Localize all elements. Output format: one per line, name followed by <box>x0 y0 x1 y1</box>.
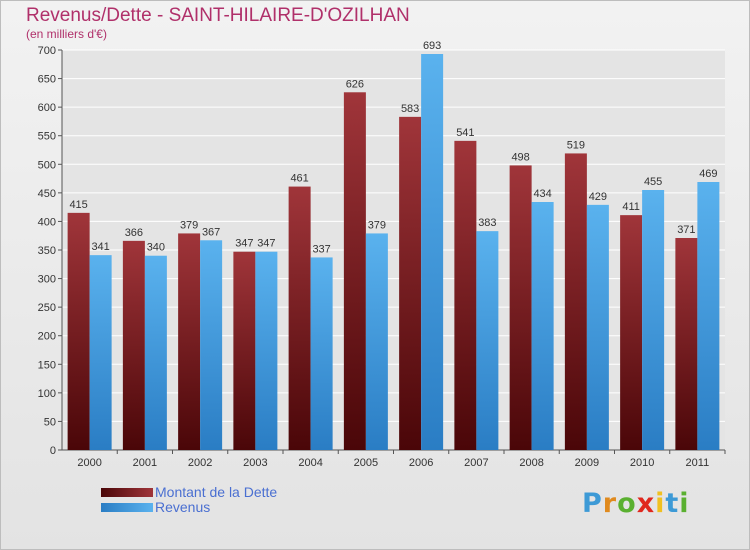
bar-revenue-2004 <box>310 257 333 450</box>
bar-debt-2003 <box>233 251 256 450</box>
bar-revenue-2000 <box>89 255 112 450</box>
logo-letter: t <box>665 488 680 519</box>
bar-debt-2005 <box>343 92 366 451</box>
y-tick-label: 550 <box>38 131 56 143</box>
x-tick-label: 2008 <box>519 457 543 469</box>
logo-letter: i <box>679 488 690 519</box>
x-tick-label: 2006 <box>409 457 433 469</box>
bar-debt-2001 <box>122 240 145 450</box>
x-tick-label: 2002 <box>188 457 212 469</box>
data-label-debt-2003: 347 <box>235 238 253 250</box>
y-tick-label: 450 <box>38 188 56 200</box>
bar-debt-2000 <box>67 212 90 450</box>
y-tick-label: 50 <box>44 416 56 428</box>
x-tick-label: 2004 <box>298 457 322 469</box>
y-tick-label: 150 <box>38 359 56 371</box>
data-label-debt-2000: 415 <box>69 199 87 211</box>
data-label-debt-2006: 583 <box>401 103 419 115</box>
data-label-revenue-2000: 341 <box>91 241 109 253</box>
bar-revenue-2011 <box>697 182 720 450</box>
data-label-revenue-2009: 429 <box>589 191 607 203</box>
data-label-revenue-2005: 379 <box>368 219 386 231</box>
legend-swatch-debt <box>101 488 153 497</box>
data-label-debt-2007: 541 <box>456 127 474 139</box>
data-label-debt-2010: 411 <box>622 201 640 213</box>
data-label-debt-2009: 519 <box>567 139 585 151</box>
bar-revenue-2002 <box>200 240 223 450</box>
x-tick-label: 2010 <box>630 457 654 469</box>
bar-debt-2008 <box>509 165 532 450</box>
bar-debt-2004 <box>288 186 311 451</box>
data-label-debt-2005: 626 <box>346 78 364 90</box>
y-tick-label: 200 <box>38 331 56 343</box>
bar-debt-2009 <box>564 153 587 450</box>
proxiti-logo: Proxiti <box>582 488 690 519</box>
data-label-debt-2008: 498 <box>511 151 529 163</box>
data-label-revenue-2003: 347 <box>257 238 275 250</box>
legend-label-revenue: Revenus <box>155 499 211 515</box>
data-label-revenue-2001: 340 <box>147 242 165 254</box>
y-tick-label: 600 <box>38 102 56 114</box>
x-tick-label: 2003 <box>243 457 267 469</box>
data-label-revenue-2011: 469 <box>699 168 717 180</box>
y-tick-label: 650 <box>38 74 56 86</box>
y-tick-label: 100 <box>38 388 56 400</box>
bar-revenue-2007 <box>476 231 499 450</box>
bar-debt-2006 <box>399 116 422 450</box>
data-label-revenue-2007: 383 <box>478 217 496 229</box>
x-tick-label: 2009 <box>575 457 599 469</box>
y-tick-label: 250 <box>38 302 56 314</box>
chart-subtitle: (en milliers d'€) <box>26 27 107 41</box>
x-tick-label: 2005 <box>354 457 378 469</box>
legend-swatch-revenue <box>101 503 153 512</box>
data-label-revenue-2008: 434 <box>533 188 551 200</box>
bar-debt-2011 <box>675 238 698 450</box>
x-tick-label: 2000 <box>77 457 101 469</box>
x-tick-label: 2007 <box>464 457 488 469</box>
y-tick-label: 700 <box>38 45 56 57</box>
data-label-revenue-2004: 337 <box>312 243 330 255</box>
y-tick-label: 400 <box>38 216 56 228</box>
logo-letter: x <box>636 488 656 519</box>
data-label-debt-2001: 366 <box>125 227 143 239</box>
data-label-revenue-2010: 455 <box>644 176 662 188</box>
data-label-debt-2004: 461 <box>290 173 308 185</box>
y-tick-label: 500 <box>38 159 56 171</box>
x-tick-label: 2011 <box>686 457 710 469</box>
logo-letter: o <box>617 488 637 519</box>
logo-letter: P <box>582 488 603 519</box>
data-label-debt-2011: 371 <box>677 224 695 236</box>
y-tick-label: 0 <box>50 445 56 457</box>
logo-letter: r <box>602 488 618 519</box>
bar-debt-2002 <box>178 233 201 450</box>
logo-letter: i <box>655 488 666 519</box>
bar-revenue-2003 <box>255 251 278 450</box>
data-label-revenue-2006: 693 <box>423 40 441 52</box>
bar-debt-2010 <box>620 215 643 450</box>
y-tick-label: 300 <box>38 274 56 286</box>
y-tick-label: 350 <box>38 245 56 257</box>
data-label-debt-2002: 379 <box>180 219 198 231</box>
chart-title: Revenus/Dette - SAINT-HILAIRE-D'OZILHAN <box>26 5 410 26</box>
data-label-revenue-2002: 367 <box>202 226 220 238</box>
legend-label-debt: Montant de la Dette <box>155 484 278 500</box>
bar-revenue-2006 <box>421 54 444 450</box>
bar-revenue-2008 <box>531 202 554 450</box>
x-tick-label: 2001 <box>133 457 157 469</box>
bar-revenue-2009 <box>586 204 609 450</box>
bar-debt-2007 <box>454 140 477 450</box>
bar-revenue-2001 <box>144 255 167 450</box>
bar-revenue-2005 <box>365 233 388 450</box>
bar-revenue-2010 <box>642 190 665 450</box>
